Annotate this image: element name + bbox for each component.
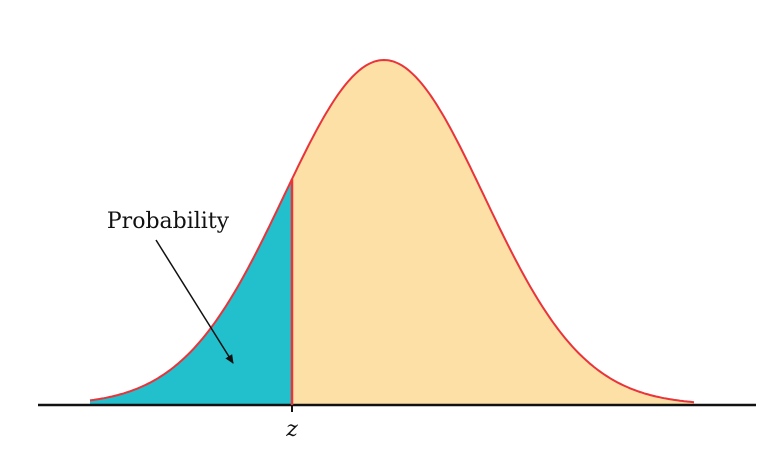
z-label: z (285, 417, 298, 442)
unshaded-area (292, 60, 694, 405)
bell-curve (89, 58, 695, 404)
shaded-probability-area (90, 179, 292, 405)
probability-label: Probability (107, 209, 230, 234)
probability-arrow (155, 239, 234, 364)
